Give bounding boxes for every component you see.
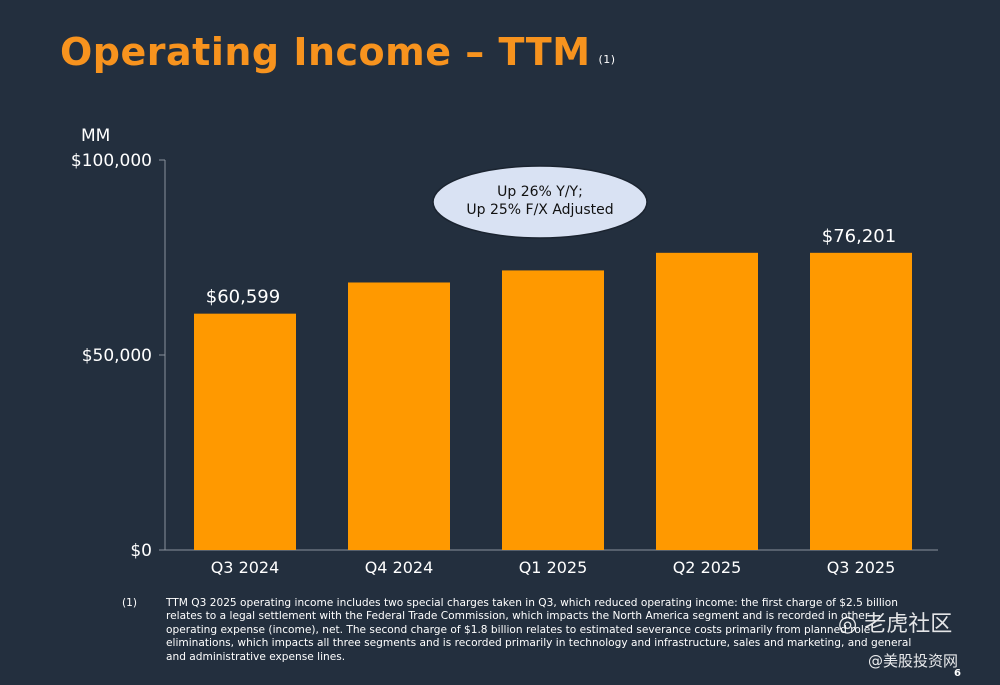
- x-tick-label: Q3 2024: [211, 558, 280, 577]
- bar-q3-2025: [810, 252, 912, 550]
- watermark-sub: @美股投资网: [868, 652, 959, 670]
- watermark: ◎ 老虎社区: [838, 606, 952, 638]
- bar-q4-2024: [348, 282, 450, 550]
- annotation-bubble: [432, 165, 648, 239]
- page-number: 6: [954, 668, 961, 679]
- x-tick-label: Q3 2025: [827, 558, 896, 577]
- bar-chart: MM $0 $50,000 $100,000 Q3 2024 $60,599 Q4 2024…: [71, 126, 938, 577]
- x-tick-label: Q4 2024: [365, 558, 434, 577]
- title-text: Operating Income – TTM: [60, 30, 591, 74]
- annotation-text: Up 25% F/X Adjusted: [466, 202, 613, 218]
- bar-q2-2025: [656, 252, 758, 550]
- tiger-icon: ◎: [838, 612, 858, 637]
- footnote-text: TTM Q3 2025 operating income includes tw…: [166, 597, 912, 663]
- y-unit-label: MM: [81, 126, 110, 146]
- x-tick-label: Q2 2025: [673, 558, 742, 577]
- y-tick-label: $50,000: [82, 346, 152, 366]
- annotation-text: Up 26% Y/Y;: [497, 184, 583, 200]
- bar-q3-2024: [194, 313, 296, 550]
- data-label: $60,599: [206, 287, 280, 308]
- watermark-text: 老虎社区: [864, 612, 953, 637]
- y-tick-label: $100,000: [71, 151, 152, 171]
- y-tick-label: $0: [130, 541, 152, 561]
- data-label: $76,201: [822, 226, 896, 247]
- bar-q1-2025: [502, 270, 604, 550]
- title-footnote-marker: (1): [598, 53, 616, 66]
- footnote-number: (1): [122, 597, 138, 609]
- page-title: Operating Income – TTM (1): [60, 30, 616, 74]
- x-tick-label: Q1 2025: [519, 558, 588, 577]
